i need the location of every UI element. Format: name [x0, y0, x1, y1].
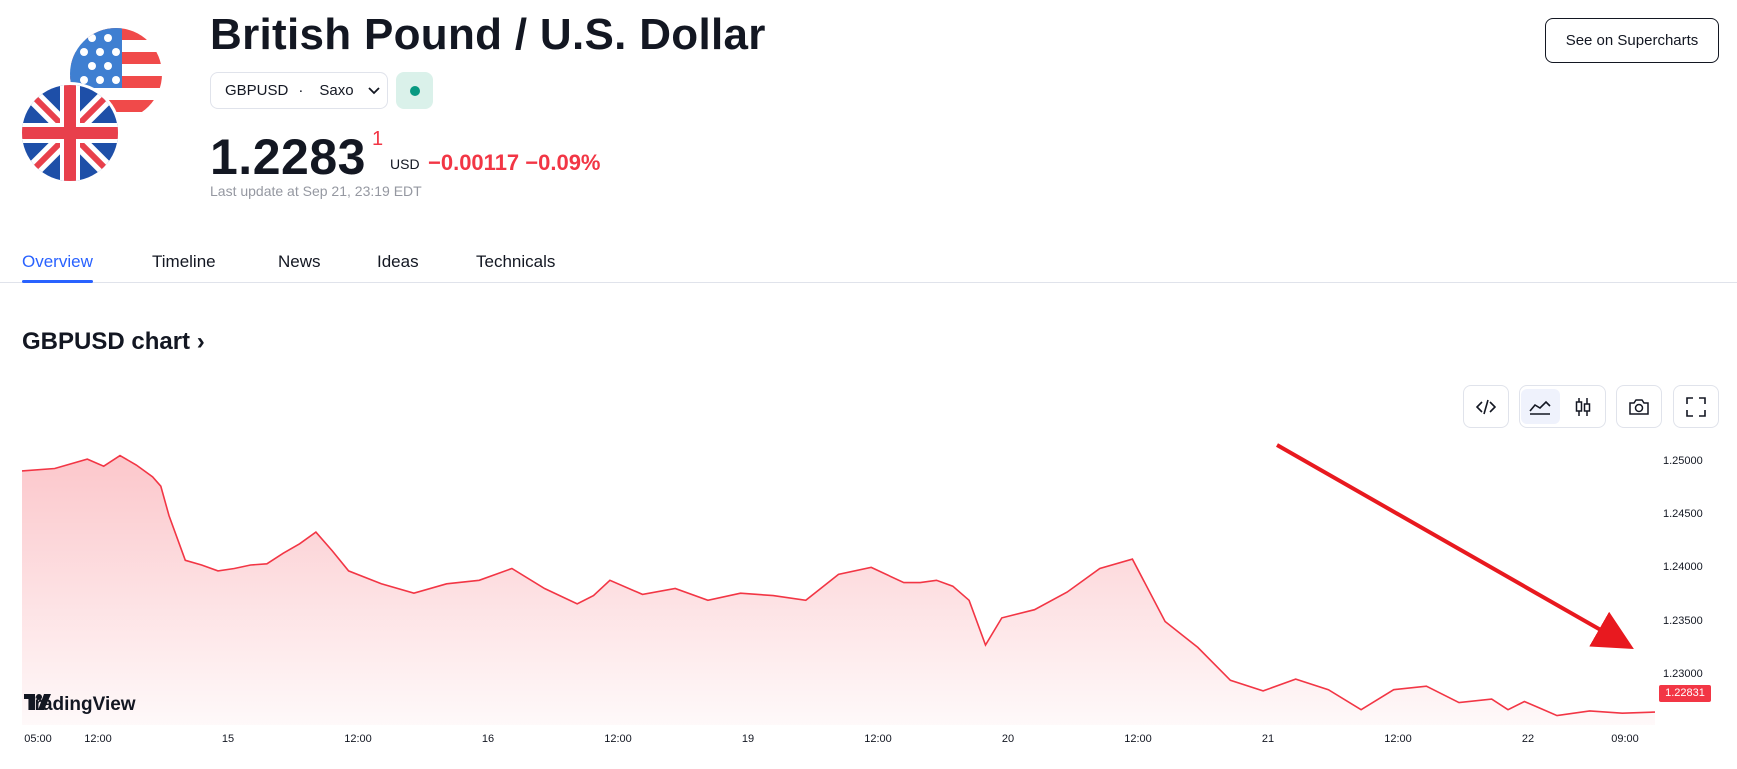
- chevron-right-icon: ›: [196, 328, 205, 355]
- currency-flags-logo: [19, 28, 182, 188]
- symbol-label: GBPUSD: [225, 82, 289, 99]
- chart-canvas[interactable]: [0, 440, 1737, 769]
- price-currency: USD: [390, 156, 420, 172]
- price-value: 1.2283: [210, 129, 366, 185]
- x-axis-tick: 19: [741, 733, 755, 745]
- camera-icon: [1618, 386, 1661, 427]
- y-axis-tick: 1.24000: [1663, 561, 1703, 573]
- x-axis-tick: 12:00: [84, 733, 112, 745]
- page-title: British Pound / U.S. Dollar: [210, 10, 766, 59]
- x-axis-tick: 20: [1001, 733, 1015, 745]
- price-area-fill: [22, 455, 1655, 725]
- embed-button[interactable]: [1463, 385, 1509, 428]
- x-axis-tick: 21: [1261, 733, 1275, 745]
- x-axis-tick: 12:00: [1384, 733, 1412, 745]
- fullscreen-button[interactable]: [1673, 385, 1719, 428]
- tradingview-logo[interactable]: TradingView: [24, 694, 136, 716]
- price-line: [21, 454, 1656, 717]
- last-price-badge: 1.22831: [1659, 685, 1711, 702]
- last-update-text: Last update at Sep 21, 23:19 EDT: [210, 183, 422, 199]
- x-axis-tick: 16: [481, 733, 495, 745]
- candles-icon[interactable]: [1561, 386, 1604, 427]
- chart-heading-text: GBPUSD chart: [22, 328, 191, 355]
- price-superscript-digit: 1: [372, 128, 384, 150]
- tab-timeline[interactable]: Timeline: [152, 252, 216, 271]
- x-axis-tick: 12:00: [344, 733, 372, 745]
- tab-news[interactable]: News: [278, 252, 321, 271]
- y-axis-tick: 1.23000: [1663, 668, 1703, 680]
- tab-bar: Overview Timeline News Ideas Technicals: [0, 250, 1737, 283]
- x-axis-tick: 09:00: [1611, 733, 1639, 745]
- market-open-dot-icon: [409, 85, 420, 96]
- price-change: −0.00117 −0.09%: [428, 150, 601, 175]
- snapshot-button[interactable]: [1616, 385, 1662, 428]
- embed-icon: [1465, 386, 1508, 427]
- x-axis-tick: 22: [1521, 733, 1535, 745]
- chart-style-switcher: [1519, 385, 1606, 428]
- chevron-down-icon: [367, 84, 380, 98]
- y-axis-tick: 1.25000: [1663, 455, 1703, 467]
- market-status-badge[interactable]: [396, 72, 433, 109]
- tab-overview[interactable]: Overview: [22, 252, 93, 271]
- x-axis-tick: 12:00: [864, 733, 892, 745]
- y-axis-tick: 1.24500: [1663, 508, 1703, 520]
- active-tab-indicator: [22, 280, 93, 283]
- tab-ideas[interactable]: Ideas: [377, 252, 419, 271]
- x-axis-tick: 05:00: [24, 733, 52, 745]
- see-on-supercharts-button[interactable]: See on Supercharts: [1545, 18, 1719, 63]
- x-axis-tick: 15: [221, 733, 235, 745]
- trend-arrow-annotation: [1276, 443, 1634, 649]
- price-chart[interactable]: 1.25000 1.24500 1.24000 1.23500 1.23000 …: [0, 440, 1737, 769]
- chart-heading-link[interactable]: GBPUSD chart ›: [22, 328, 205, 356]
- x-axis-tick: 12:00: [604, 733, 632, 745]
- symbol-exchange-selector[interactable]: GBPUSD · Saxo: [210, 72, 388, 109]
- exchange-label: Saxo: [319, 82, 354, 99]
- tradingview-logo-icon: [24, 694, 51, 710]
- flags-icon: [19, 28, 162, 184]
- area-chart-icon[interactable]: [1520, 389, 1560, 424]
- x-axis-tick: 12:00: [1124, 733, 1152, 745]
- fullscreen-icon: [1675, 386, 1718, 427]
- tab-technicals[interactable]: Technicals: [476, 252, 556, 271]
- y-axis-tick: 1.23500: [1663, 615, 1703, 627]
- separator-dot: ·: [298, 82, 304, 99]
- tradingview-wordmark: TradingView: [24, 694, 136, 715]
